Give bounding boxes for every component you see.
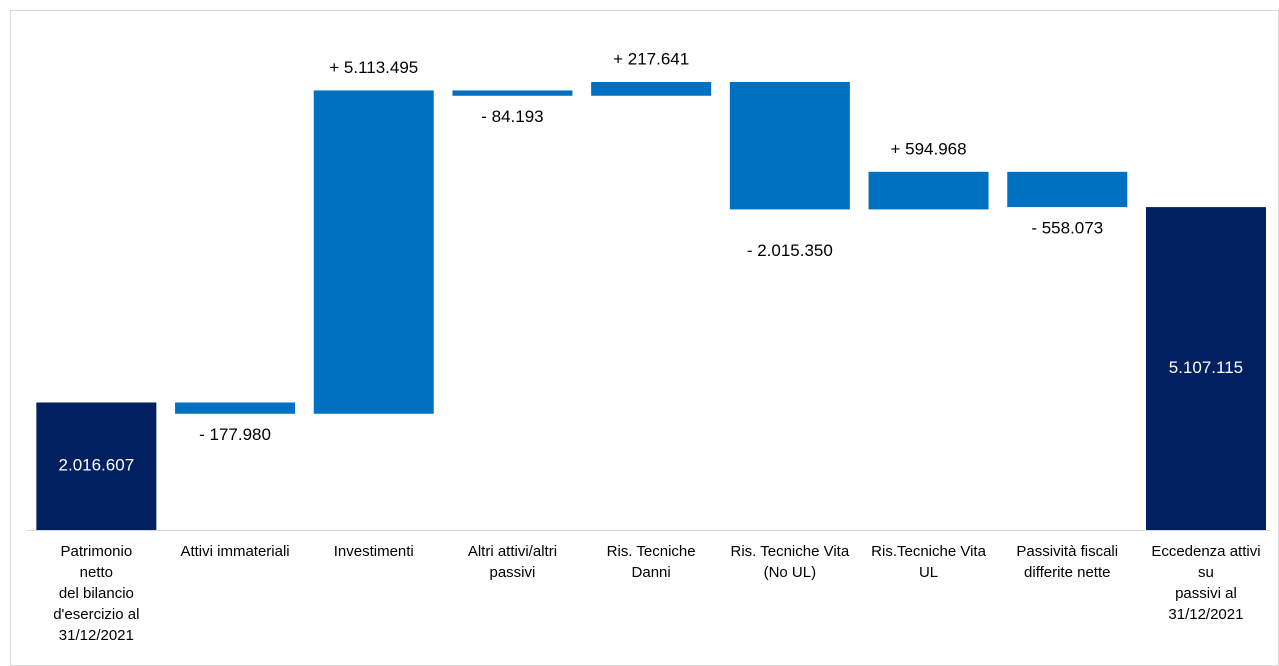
x-tick-label: Passività fiscali differite nette: [1016, 543, 1119, 581]
bar: [868, 171, 989, 210]
value-label: + 5.113.495: [329, 58, 418, 77]
x-tick-label: Investimenti: [333, 543, 414, 560]
value-label: + 594.968: [890, 139, 966, 158]
x-tick-label: Ris. Tecniche Vita (No UL): [730, 543, 850, 581]
bar: [313, 90, 434, 414]
x-tick-label: Altri attivi/altri passivi: [467, 543, 558, 581]
x-tick-label: Ris.Tecniche Vita UL: [871, 543, 986, 581]
bar: [1007, 171, 1128, 208]
bar: [175, 402, 296, 414]
x-tick-label: Eccedenza attivi su passivi al 31/12/202…: [1151, 543, 1261, 623]
bar: [591, 82, 712, 96]
x-tick-label: Ris. Tecniche Danni: [606, 543, 696, 581]
value-label: - 2.015.350: [747, 241, 833, 260]
bar: [36, 402, 157, 530]
bar: [1145, 207, 1266, 530]
x-tick-label: Patrimonio netto del bilancio d'esercizi…: [53, 543, 140, 644]
bar: [729, 82, 850, 210]
value-label: + 217.641: [613, 49, 689, 68]
value-label: 2.016.607: [59, 456, 135, 475]
value-label: 5.107.115: [1169, 358, 1243, 377]
value-label: - 84.193: [481, 107, 543, 126]
bar: [452, 90, 573, 96]
value-label: - 558.073: [1031, 219, 1103, 238]
value-label: - 177.980: [199, 425, 271, 444]
x-tick-label: Attivi immateriali: [180, 543, 290, 560]
